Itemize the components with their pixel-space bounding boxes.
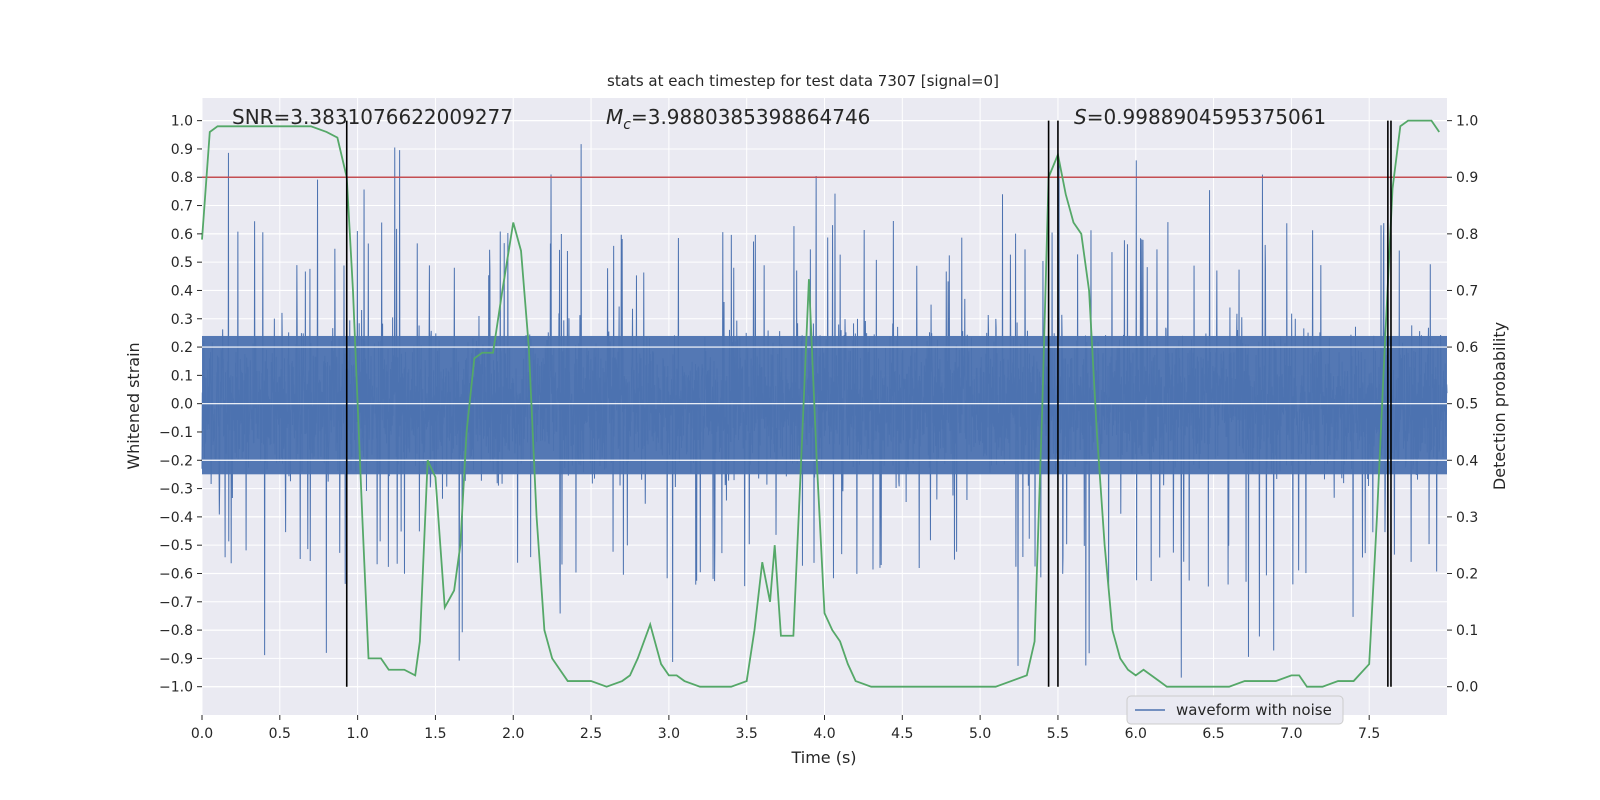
waveform-dense-band (202, 335, 1447, 475)
y-axis-right: 1.0 0.9 0.8 0.7 0.6 0.5 0.4 0.3 0.2 0.1 0.0 (1447, 114, 1478, 696)
y-left-tick-label: −0.6 (159, 566, 193, 582)
snr-annotation: SNR=3.3831076622009277 (232, 105, 513, 129)
y-right-tick-label: 0.9 (1456, 170, 1478, 186)
y-right-tick-label: 0.0 (1456, 680, 1478, 696)
probability-series-group (201, 119, 1440, 688)
probability-line (201, 119, 1440, 688)
y-right-tick-label: 0.8 (1456, 227, 1478, 243)
x-tick-label: 6.0 (1125, 726, 1147, 742)
y-left-tick-label: 0.2 (171, 340, 193, 356)
x-tick-label: 7.5 (1358, 726, 1380, 742)
x-tick-label: 4.0 (813, 726, 835, 742)
y-left-tick-label: 0.1 (171, 368, 193, 384)
mc-symbol: M (606, 105, 623, 129)
y-left-tick-label: 0.6 (171, 227, 193, 243)
y-left-tick-label: 0.8 (171, 170, 193, 186)
y-axis-right-label: Detection probability (1490, 322, 1509, 490)
y-left-tick-label: 0.4 (171, 283, 193, 299)
y-right-tick-label: 0.4 (1456, 453, 1478, 469)
legend: waveform with noise (1126, 695, 1344, 725)
x-tick-label: 3.5 (736, 726, 758, 742)
y-right-tick-label: 1.0 (1456, 114, 1478, 130)
x-tick-label: 4.5 (891, 726, 913, 742)
waveform-series (201, 144, 1448, 678)
y-left-tick-label: −0.4 (159, 510, 193, 526)
x-axis: 0.0 0.5 1.0 1.5 2.0 2.5 3.0 3.5 4.0 4.5 5.0 5.5 6.0 6… (191, 715, 1380, 742)
x-tick-label: 5.0 (969, 726, 991, 742)
x-axis-label: Time (s) (790, 748, 856, 767)
y-left-tick-label: 0.3 (171, 312, 193, 328)
vertical-marker-lines (345, 120, 1392, 687)
y-left-tick-label: −0.1 (159, 425, 193, 441)
chart-title: stats at each timestep for test data 730… (607, 72, 999, 90)
y-right-tick-label: 0.3 (1456, 510, 1478, 526)
x-tick-label: 2.0 (502, 726, 524, 742)
x-tick-label: 1.0 (346, 726, 368, 742)
legend-label-waveform: waveform with noise (1176, 701, 1332, 719)
y-left-tick-label: 0.5 (171, 255, 193, 271)
y-left-tick-label: 0.7 (171, 199, 193, 215)
y-right-tick-label: 0.1 (1456, 623, 1478, 639)
x-tick-label: 3.0 (658, 726, 680, 742)
x-tick-label: 7.0 (1280, 726, 1302, 742)
y-right-tick-label: 0.7 (1456, 283, 1478, 299)
y-left-tick-label: −0.9 (159, 651, 193, 667)
x-tick-label: 5.5 (1047, 726, 1069, 742)
y-right-tick-label: 0.5 (1456, 397, 1478, 413)
s-symbol: S (1074, 105, 1087, 129)
y-left-tick-label: −0.2 (159, 453, 193, 469)
s-annotation: S=0.9988904595375061 (1074, 105, 1326, 129)
y-axis-left-label: Whitened strain (124, 342, 143, 469)
x-tick-label: 1.5 (424, 726, 446, 742)
y-right-tick-label: 0.2 (1456, 566, 1478, 582)
x-tick-label: 0.0 (191, 726, 213, 742)
y-left-tick-label: −0.3 (159, 482, 193, 498)
y-right-tick-label: 0.6 (1456, 340, 1478, 356)
y-left-tick-label: −1.0 (159, 680, 193, 696)
y-left-tick-label: 1.0 (171, 114, 193, 130)
x-tick-label: 0.5 (269, 726, 291, 742)
x-tick-label: 2.5 (580, 726, 602, 742)
y-left-tick-label: −0.7 (159, 595, 193, 611)
mc-annotation: Mc=3.9880385398864746 (606, 105, 870, 133)
mc-value: =3.9880385398864746 (631, 105, 870, 129)
y-axis-left: 1.0 0.9 0.8 0.7 0.6 0.5 0.4 0.3 0.2 0.1 0.0 −0.1 −0.… (159, 114, 202, 696)
s-value: =0.9988904595375061 (1087, 105, 1326, 129)
legend-box (1126, 695, 1344, 725)
mc-subscript: c (623, 117, 631, 133)
x-tick-label: 6.5 (1202, 726, 1224, 742)
y-left-tick-label: −0.8 (159, 623, 193, 639)
y-left-tick-label: 0.9 (171, 142, 193, 158)
y-left-tick-label: −0.5 (159, 538, 193, 554)
y-left-tick-label: 0.0 (171, 397, 193, 413)
annotations: SNR=3.3831076622009277 Mc=3.988038539886… (232, 105, 1326, 133)
